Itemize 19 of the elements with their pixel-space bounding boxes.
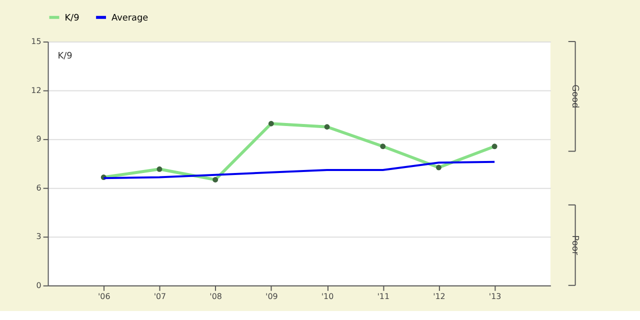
y-tick-label: 9 [36, 134, 42, 144]
x-tick-label: '07 [154, 292, 166, 301]
text: Good [569, 84, 580, 108]
legend-label: Average [111, 13, 149, 24]
y-tick-label: 0 [36, 280, 42, 290]
y-tick-label: 6 [36, 183, 42, 192]
y-tick-label: 3 [36, 232, 42, 242]
x-tick-label: '11 [377, 292, 390, 301]
x-tick-label: '12 [433, 292, 446, 301]
x-tick-label: '09 [266, 292, 278, 301]
text: Poor [569, 235, 580, 256]
annotation: K/9 [58, 51, 73, 62]
x-tick-label: '13 [488, 292, 502, 301]
y-tick-label: 12 [31, 86, 42, 95]
x-tick-label: '10 [321, 292, 334, 301]
legend-label: K/9 [64, 13, 80, 24]
y-tick-label: 15 [31, 37, 42, 46]
x-tick-label: '06 [98, 292, 110, 301]
x-tick-label: '08 [210, 292, 222, 301]
